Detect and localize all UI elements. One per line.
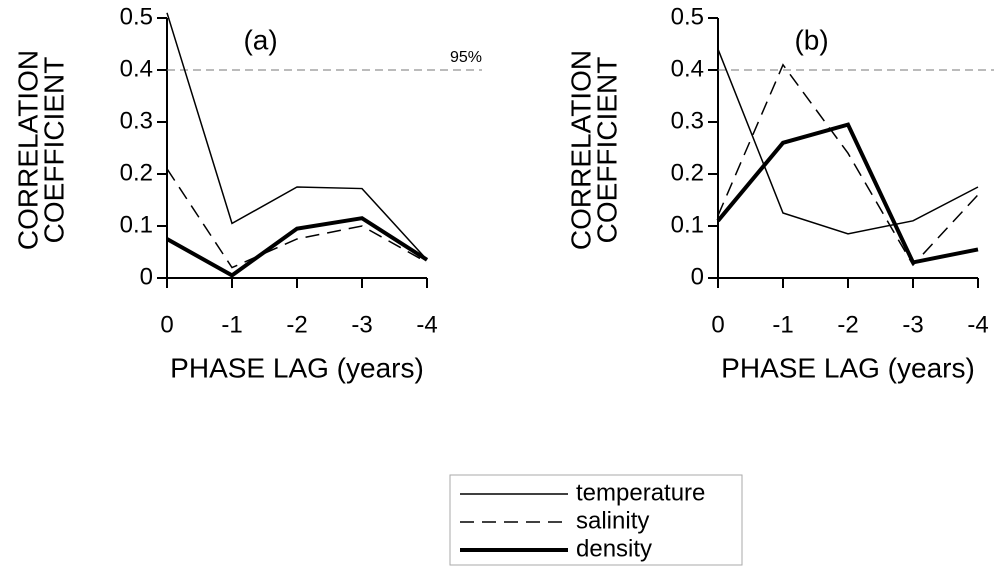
series-line (717, 63, 979, 267)
panel: 0 0.1 0.2 0.3 0.4 0.5 0 -1 -2 -3 -4 PHASE LAG (year… (565, 3, 994, 383)
series-line (717, 48, 979, 235)
panel: 0 0.1 0.2 0.3 0.4 0.5 0 -1 -2 -3 -4 PHASE LAG (year… (12, 3, 482, 383)
y-tick-label: 0 (140, 263, 153, 290)
legend-label: temperature (576, 479, 705, 506)
x-tick-label: -4 (967, 311, 988, 338)
x-tick-label: -2 (837, 311, 858, 338)
y-tick-label: 0.1 (120, 211, 153, 238)
series-line (166, 216, 429, 278)
series-line (166, 12, 428, 261)
y-tick-label: 0.5 (671, 3, 704, 30)
series-line (166, 168, 428, 269)
panel-label: (b) (794, 24, 828, 55)
y-tick-label: 0.5 (120, 3, 153, 30)
x-tick-label: 0 (711, 311, 724, 338)
y-axis-label: COEFFICIENT (591, 57, 622, 244)
panel-label: (a) (243, 24, 277, 55)
x-tick-label: -3 (351, 311, 372, 338)
series-line (716, 122, 979, 265)
x-tick-label: -4 (416, 311, 437, 338)
x-tick-label: 0 (160, 311, 173, 338)
y-axis-label: CORRELATION (12, 50, 43, 250)
y-tick-label: 0.4 (120, 55, 153, 82)
y-tick-label: 0.1 (671, 211, 704, 238)
x-tick-label: -3 (902, 311, 923, 338)
y-tick-label: 0 (691, 263, 704, 290)
y-axis-label: CORRELATION (565, 50, 596, 250)
y-tick-label: 0.2 (671, 159, 704, 186)
y-tick-label: 0.4 (671, 55, 704, 82)
x-tick-label: -2 (286, 311, 307, 338)
legend-label: salinity (576, 507, 649, 534)
x-tick-label: -1 (221, 311, 242, 338)
y-axis-label: COEFFICIENT (38, 57, 69, 244)
x-axis-label: PHASE LAG (years) (170, 352, 424, 383)
y-tick-label: 0.3 (671, 107, 704, 134)
y-tick-label: 0.3 (120, 107, 153, 134)
y-tick-label: 0.2 (120, 159, 153, 186)
legend-label: density (576, 535, 652, 562)
x-axis-label: PHASE LAG (years) (721, 352, 975, 383)
x-tick-label: -1 (772, 311, 793, 338)
reference-label: 95% (450, 49, 482, 66)
